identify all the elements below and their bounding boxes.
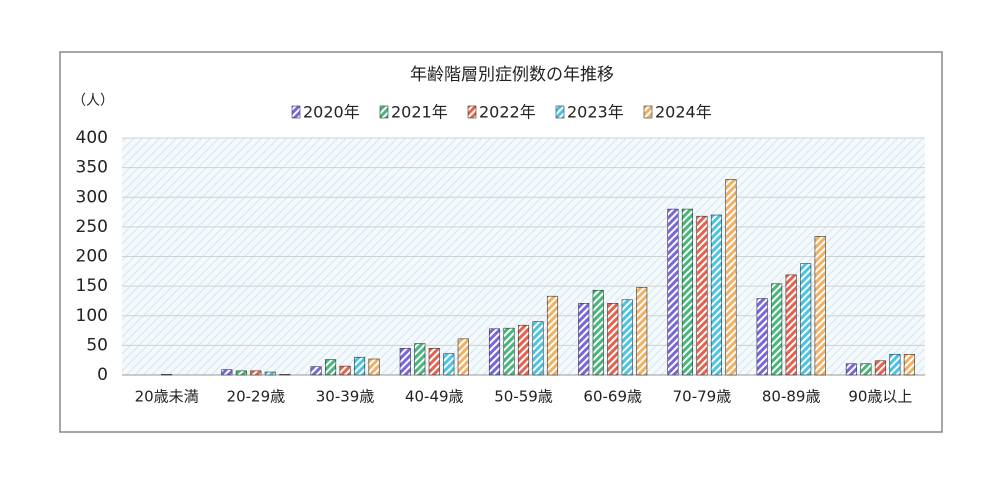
y-tick-label: 50: [86, 335, 108, 355]
bar: [756, 298, 768, 376]
bar: [771, 283, 783, 376]
bar: [250, 370, 262, 376]
x-tick-label: 60-69歳: [583, 388, 642, 406]
bar: [636, 287, 648, 376]
bar: [845, 363, 857, 376]
x-tick-label: 20歳未満: [135, 388, 199, 406]
x-tick-label: 70-79歳: [673, 388, 732, 406]
bar: [310, 366, 322, 376]
legend-label: 2022年: [479, 103, 536, 122]
bar: [710, 214, 722, 376]
bar: [264, 371, 276, 376]
y-tick-label: 0: [97, 365, 108, 385]
bar: [578, 303, 590, 376]
x-tick-label: 80-89歳: [762, 388, 821, 406]
bar: [903, 353, 915, 376]
bar: [800, 263, 812, 376]
x-tick-label: 30-39歳: [316, 388, 375, 406]
bar: [488, 328, 501, 376]
bar: [457, 338, 469, 376]
bar: [874, 360, 886, 376]
bar: [667, 208, 679, 376]
legend-label: 2023年: [567, 103, 624, 122]
bar: [503, 327, 515, 376]
x-tick-label: 50-59歳: [494, 388, 553, 406]
bar: [532, 321, 544, 376]
bar: [889, 353, 901, 376]
bar: [681, 208, 693, 376]
bar: [339, 365, 351, 376]
x-tick-label: 90歳以上: [848, 388, 912, 406]
bar: [546, 295, 559, 376]
legend-label: 2020年: [303, 103, 360, 122]
bar: [235, 370, 247, 376]
legend-swatch: [291, 105, 301, 119]
bar: [428, 348, 440, 376]
y-tick-label: 100: [76, 306, 108, 326]
bar: [161, 374, 173, 376]
legend-swatch: [555, 105, 565, 119]
y-tick-label: 200: [76, 247, 108, 267]
bar: [279, 374, 291, 376]
bar: [399, 348, 411, 376]
legend-swatch: [467, 105, 477, 119]
y-tick-label: 250: [76, 217, 108, 237]
bar: [814, 236, 826, 376]
x-tick-label: 40-49歳: [405, 388, 464, 406]
y-tick-label: 150: [76, 276, 108, 296]
legend: 2020年 2021年 2022年 2023年 2024年: [291, 103, 712, 122]
x-tick-label: 20-29歳: [227, 388, 286, 406]
legend-swatch: [643, 105, 653, 119]
bar: [517, 324, 530, 376]
bar: [860, 363, 872, 376]
y-tick-label: 350: [76, 158, 108, 178]
bar: [325, 359, 337, 376]
bar: [725, 179, 737, 376]
bar: [354, 356, 366, 376]
bar: [221, 369, 233, 376]
bar: [621, 299, 633, 376]
bar: [607, 303, 619, 376]
bar: [443, 353, 455, 376]
y-tick-label: 300: [76, 187, 108, 207]
legend-label: 2024年: [655, 103, 712, 122]
y-axis-label: （人）: [72, 93, 114, 109]
bar: [368, 358, 380, 376]
y-tick-label: 400: [76, 128, 108, 148]
legend-label: 2021年: [391, 103, 448, 122]
bar: [785, 274, 797, 376]
bar: [696, 215, 708, 376]
legend-swatch: [379, 105, 389, 119]
bar: [592, 289, 604, 376]
bar: [414, 343, 426, 376]
chart-title: 年齢階層別症例数の年推移: [410, 65, 614, 85]
